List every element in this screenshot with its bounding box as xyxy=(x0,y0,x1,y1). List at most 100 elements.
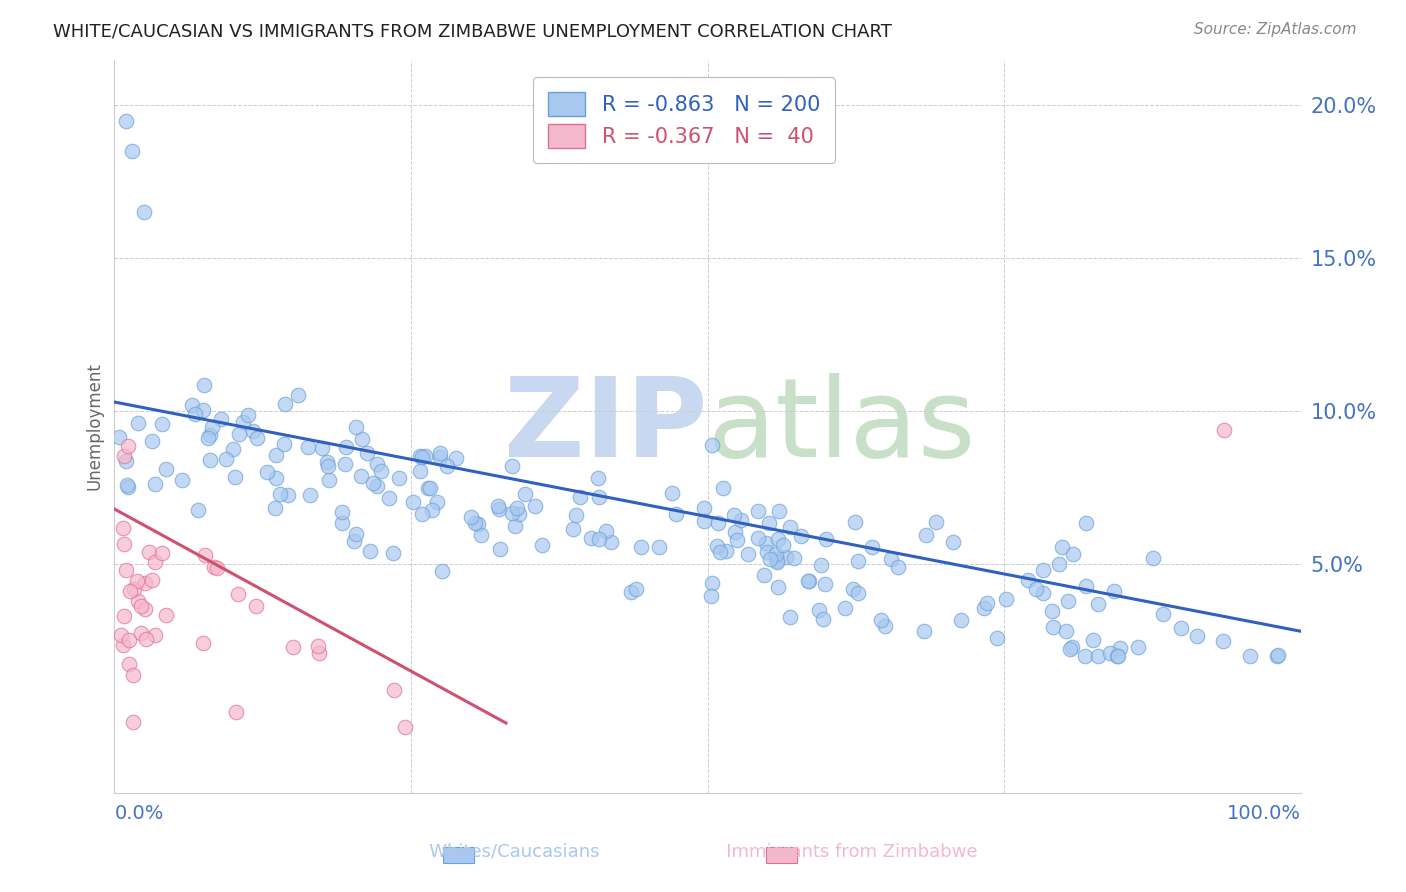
Point xyxy=(409,450,432,464)
Point xyxy=(464,516,486,530)
Point xyxy=(747,504,769,518)
Point xyxy=(1042,620,1064,634)
Point xyxy=(1098,646,1121,660)
Point xyxy=(150,417,173,431)
Point xyxy=(129,626,152,640)
Point xyxy=(134,602,156,616)
Point xyxy=(766,554,789,568)
Point xyxy=(779,520,801,534)
Point xyxy=(191,636,214,650)
Point xyxy=(783,551,806,566)
Point xyxy=(356,446,378,460)
Point xyxy=(201,420,224,434)
Point xyxy=(766,556,789,570)
Point xyxy=(121,145,143,159)
Point xyxy=(595,524,617,538)
Point xyxy=(942,534,965,549)
Point xyxy=(138,545,160,559)
Point xyxy=(330,505,353,519)
Point xyxy=(418,482,440,496)
Point xyxy=(118,633,141,648)
Point xyxy=(709,545,731,559)
Point xyxy=(311,442,333,456)
Point xyxy=(308,646,330,660)
Point xyxy=(297,440,319,454)
Point xyxy=(382,682,405,697)
Point xyxy=(470,528,492,542)
Point xyxy=(132,205,155,219)
Point xyxy=(200,428,222,442)
Text: 0.0%: 0.0% xyxy=(114,805,163,823)
Point xyxy=(1076,516,1098,530)
Point xyxy=(600,534,623,549)
Point xyxy=(1032,586,1054,600)
Legend: R = -0.863   N = 200, R = -0.367   N =  40: R = -0.863 N = 200, R = -0.367 N = 40 xyxy=(533,78,835,163)
Point xyxy=(264,500,287,515)
Point xyxy=(436,459,458,474)
Point xyxy=(995,591,1018,606)
Point xyxy=(413,449,436,463)
Point xyxy=(531,538,554,552)
Point xyxy=(1239,648,1261,663)
Point xyxy=(122,714,145,729)
Point xyxy=(204,560,226,574)
Point xyxy=(194,548,217,562)
Point xyxy=(756,545,779,559)
Point xyxy=(209,411,232,425)
Point xyxy=(624,582,647,596)
Point xyxy=(193,403,215,417)
Point xyxy=(730,513,752,527)
Point xyxy=(184,407,207,421)
Point xyxy=(346,526,368,541)
Point xyxy=(1054,624,1077,638)
Point xyxy=(112,537,135,551)
Point xyxy=(333,457,356,471)
Point xyxy=(411,507,433,521)
Point xyxy=(232,415,254,429)
Point xyxy=(588,532,610,546)
Point xyxy=(986,632,1008,646)
Point xyxy=(242,425,264,439)
Point xyxy=(112,609,135,624)
Point xyxy=(1267,648,1289,663)
Point xyxy=(198,452,221,467)
Point xyxy=(1040,604,1063,618)
Point xyxy=(1074,648,1097,663)
Point xyxy=(181,398,204,412)
Point xyxy=(122,668,145,682)
Point xyxy=(1081,632,1104,647)
Point xyxy=(565,508,588,523)
Point xyxy=(724,524,747,539)
Point xyxy=(914,528,936,542)
Point xyxy=(766,580,789,594)
Point xyxy=(513,487,536,501)
Point xyxy=(1102,584,1125,599)
Text: WHITE/CAUCASIAN VS IMMIGRANTS FROM ZIMBABWE UNEMPLOYMENT CORRELATION CHART: WHITE/CAUCASIAN VS IMMIGRANTS FROM ZIMBA… xyxy=(53,22,893,40)
Point xyxy=(370,463,392,477)
Point xyxy=(125,574,148,588)
Point xyxy=(630,540,652,554)
Point xyxy=(363,476,385,491)
Point xyxy=(768,504,790,518)
Text: ZIP: ZIP xyxy=(505,373,707,480)
Point xyxy=(488,501,510,516)
Point xyxy=(117,480,139,494)
Point xyxy=(307,639,329,653)
Point xyxy=(779,610,801,624)
Point xyxy=(115,454,138,468)
Point xyxy=(1047,557,1070,571)
Text: Immigrants from Zimbabwe: Immigrants from Zimbabwe xyxy=(709,843,979,861)
Point xyxy=(111,638,134,652)
Point xyxy=(283,640,305,654)
Point xyxy=(228,427,250,442)
Point xyxy=(661,486,683,500)
Point xyxy=(256,465,278,479)
Point xyxy=(702,575,724,590)
Point xyxy=(419,481,441,495)
Point xyxy=(335,440,357,454)
Text: atlas: atlas xyxy=(707,373,976,480)
Point xyxy=(1142,550,1164,565)
Point xyxy=(117,439,139,453)
Point xyxy=(1087,597,1109,611)
Point xyxy=(467,517,489,532)
